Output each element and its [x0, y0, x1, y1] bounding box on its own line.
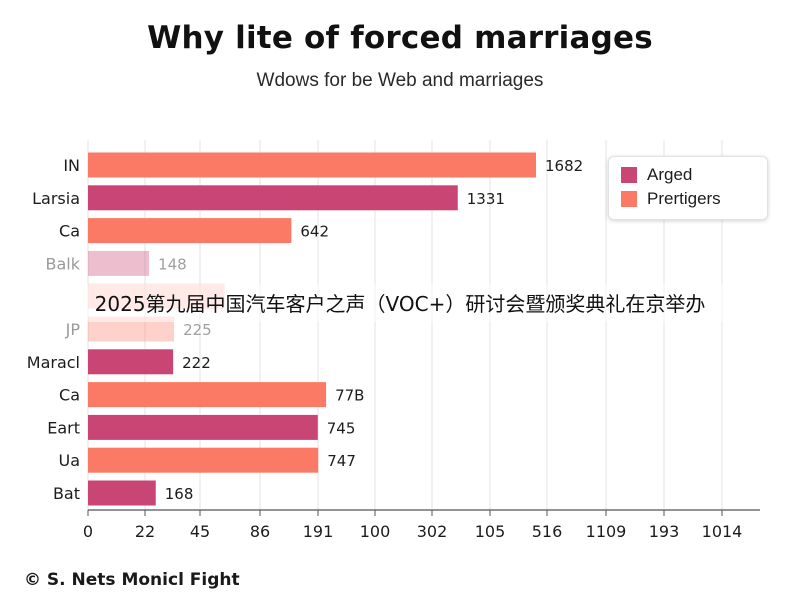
caption-overlay-band: [0, 284, 800, 322]
footer-credit: © S. Nets Monicl Fight: [24, 570, 240, 590]
bar: [88, 447, 319, 473]
x-tick-label: 302: [417, 522, 448, 541]
overlay-caption: 2025第九届中国汽车客户之声（VOC+）研讨会暨颁奖典礼在京举办: [94, 292, 706, 316]
x-tick-label: 193: [649, 522, 680, 541]
value-label: 148: [158, 255, 187, 273]
category-label: Ca: [59, 386, 80, 405]
value-label: 1331: [467, 190, 505, 208]
x-tick-label: 191: [303, 522, 334, 541]
value-label: 168: [165, 485, 194, 503]
bar: [88, 250, 150, 276]
category-label: Larsia: [32, 189, 80, 208]
value-label: 77B: [335, 387, 364, 405]
legend-item-arged: Arged: [621, 165, 692, 185]
category-label: IN: [63, 156, 80, 175]
chart-legend: Arged Prertigers: [608, 156, 768, 220]
value-label: 642: [300, 223, 329, 241]
x-tick-label: 0: [83, 522, 93, 541]
legend-label-prertigers: Prertigers: [647, 189, 721, 208]
category-label: JP: [65, 320, 81, 339]
x-tick-label: 1109: [586, 522, 627, 541]
category-label: Ca: [59, 222, 80, 241]
value-label: 225: [183, 321, 212, 339]
legend-label-arged: Arged: [647, 165, 693, 184]
bar: [88, 349, 174, 375]
value-label: 1682: [545, 157, 583, 175]
x-tick-label: 516: [532, 522, 563, 541]
category-label: Ua: [58, 451, 80, 470]
x-tick-label: 105: [475, 522, 506, 541]
category-label: Eart: [47, 418, 80, 437]
category-label: Bat: [53, 484, 80, 503]
x-tick-label: 100: [360, 522, 391, 541]
x-tick-label: 86: [250, 522, 270, 541]
chart-subtitle: Wdows for be Web and marriages: [256, 70, 544, 91]
category-label: Maracl: [27, 353, 80, 372]
bar: [88, 152, 536, 178]
legend-swatch-arged: [621, 167, 637, 183]
value-label: 222: [182, 354, 211, 372]
x-tick-label: 1014: [702, 522, 743, 541]
value-label: 745: [327, 419, 356, 437]
bar: [88, 185, 458, 211]
legend-swatch-prertigers: [621, 191, 637, 207]
legend-item-prertigers: Prertigers: [621, 189, 721, 209]
bar: [88, 480, 156, 506]
x-tick-label: 22: [135, 522, 155, 541]
category-label: Balk: [46, 254, 81, 273]
chart-title: Why lite of forced marriages: [147, 20, 653, 56]
bar: [88, 414, 318, 440]
x-tick-label: 45: [190, 522, 210, 541]
bar: [88, 382, 327, 408]
bar: [88, 218, 292, 244]
value-label: 747: [327, 452, 356, 470]
